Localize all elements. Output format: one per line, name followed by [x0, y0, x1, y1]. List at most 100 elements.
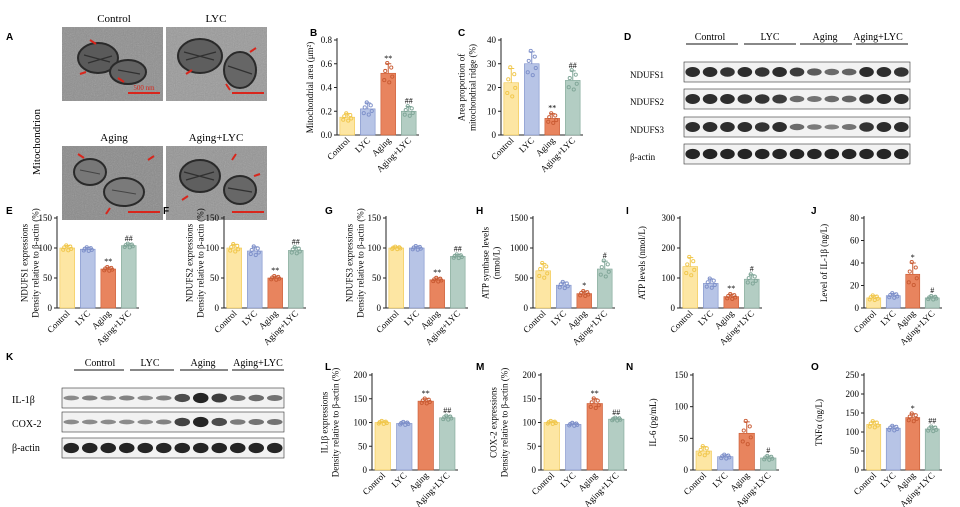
blot-band: [137, 442, 154, 454]
data-point: [432, 277, 437, 282]
blot-band: [137, 395, 154, 401]
data-point: [567, 76, 572, 81]
y-tick-label: 0: [684, 465, 689, 475]
data-point: [615, 418, 620, 423]
data-point: [550, 421, 555, 426]
blot-band: [63, 419, 80, 425]
blot-band: [81, 442, 98, 454]
data-point: [763, 455, 768, 460]
data-point: [290, 247, 295, 252]
y-tick-label: 100: [39, 243, 53, 253]
blot-band: [174, 442, 191, 454]
y-tick-label: 0.0: [321, 130, 333, 140]
data-point: [395, 247, 400, 252]
data-point: [726, 293, 731, 299]
blot-band: [81, 395, 98, 401]
blot-strip: [61, 387, 285, 409]
data-point: [874, 294, 879, 299]
data-point: [888, 293, 893, 298]
data-point: [868, 421, 873, 426]
data-point: [704, 284, 709, 289]
blot-band: [841, 95, 857, 103]
data-point: [707, 276, 712, 281]
data-point: [560, 279, 565, 285]
blot-band: [192, 392, 209, 404]
bar-control: [59, 247, 75, 309]
data-point: [342, 114, 347, 119]
data-point: [390, 74, 395, 79]
y-tick-label: 0: [855, 303, 860, 313]
data-point: [705, 280, 710, 285]
micrograph-lyc: [166, 27, 267, 101]
blot-band: [772, 94, 787, 104]
y-axis-label: NDUFS2 expressionsDensity relative to β-…: [185, 208, 206, 318]
blot-band: [266, 395, 283, 401]
blot-band: [876, 122, 892, 132]
panel-k: K Control LYC Aging Aging+LYC IL-1β COX-…: [6, 352, 285, 459]
data-point: [566, 85, 571, 90]
y-tick-label: 60: [850, 236, 860, 246]
data-point: [402, 112, 407, 117]
blot-d-label-ndufs1: NDUFS1: [630, 70, 664, 80]
data-point: [888, 425, 893, 430]
significance-label: #: [603, 251, 607, 260]
micrograph-title-lyc: LYC: [206, 13, 227, 25]
data-point: [724, 456, 729, 461]
y-axis-label-line: (nmol/L): [492, 247, 502, 280]
data-point: [573, 72, 578, 77]
blot-strip: [61, 411, 285, 433]
panel-letter-i: I: [626, 206, 629, 217]
data-point: [420, 398, 425, 403]
significance-label: **: [271, 266, 279, 275]
bar-lyc: [247, 250, 263, 309]
panel-letter-l: L: [325, 362, 331, 373]
blot-band: [754, 94, 770, 104]
blot-d-label-ndufs2: NDUFS2: [630, 97, 664, 107]
y-tick-label: 0.6: [321, 59, 333, 69]
blot-band: [63, 442, 80, 454]
bar-control: [388, 247, 404, 309]
significance-label: **: [104, 257, 112, 266]
bar-control: [503, 82, 519, 136]
data-point: [385, 60, 390, 66]
x-tick-label: LYC: [558, 470, 577, 489]
blot-band: [248, 442, 265, 454]
data-point: [711, 278, 716, 283]
y-tick-label: 50: [210, 273, 220, 283]
data-point: [456, 256, 461, 261]
y-tick-label: 100: [354, 418, 368, 428]
bar-aging: [100, 268, 116, 309]
data-point: [399, 421, 404, 426]
blot-d-label-ndufs3: NDUFS3: [630, 125, 665, 135]
blot-band: [155, 442, 172, 454]
significance-label: #: [930, 286, 934, 295]
y-axis-label: TNFα (ng/L): [814, 399, 824, 446]
data-point: [579, 290, 584, 296]
bar-lyc: [409, 247, 425, 309]
data-point: [913, 413, 918, 418]
blot-band: [81, 419, 98, 425]
data-point: [562, 286, 567, 291]
significance-label: *: [582, 281, 586, 290]
blot-band: [824, 68, 840, 76]
data-point: [909, 260, 914, 265]
y-tick-label: 200: [354, 370, 368, 380]
significance-label: *: [911, 404, 915, 413]
blot-band: [754, 122, 770, 132]
data-point: [364, 100, 369, 105]
blot-band: [211, 442, 228, 454]
panel-a-ylabel: Mitochondrion: [31, 109, 43, 175]
data-point: [591, 396, 596, 401]
bar-lyc: [565, 424, 582, 471]
blot-band: [702, 94, 718, 104]
y-tick-label: 0: [524, 303, 529, 313]
y-tick-label: 1500: [510, 213, 529, 223]
y-tick-label: 0.8: [321, 35, 333, 45]
data-point: [569, 68, 574, 73]
micrograph-aging-lyc: [166, 146, 267, 220]
blot-band: [174, 393, 191, 403]
blot-band: [807, 96, 822, 102]
data-point: [931, 297, 936, 302]
